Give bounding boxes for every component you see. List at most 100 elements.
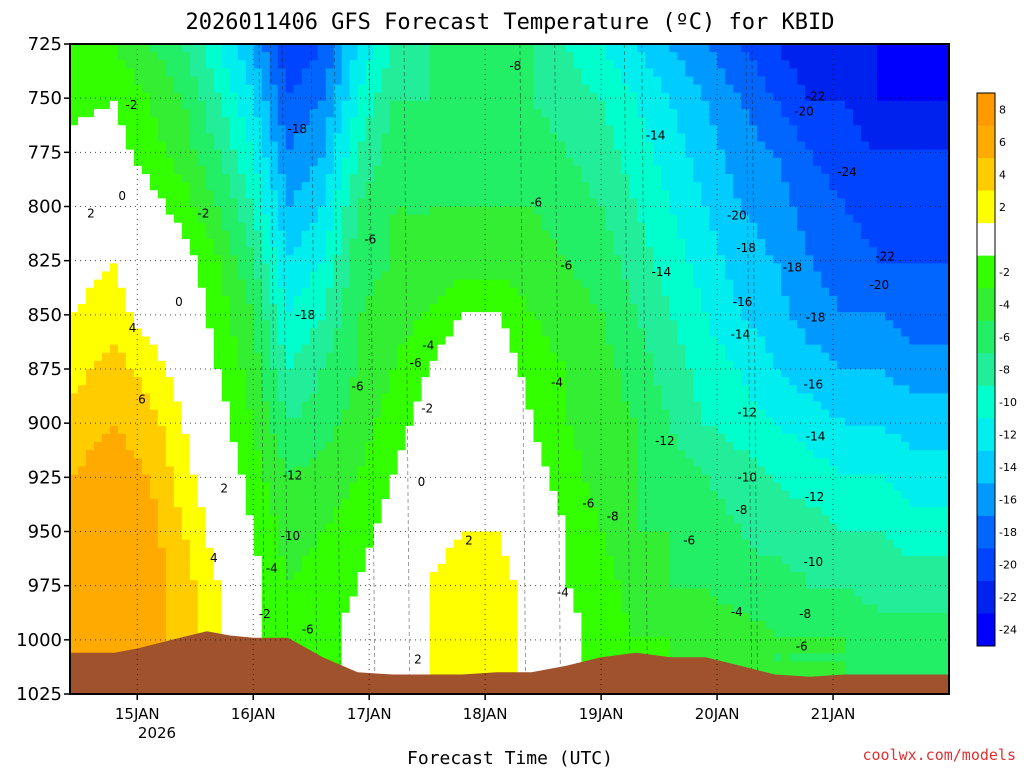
field-cell [437, 141, 447, 151]
field-cell [70, 149, 79, 159]
field-cell [645, 84, 654, 94]
field-cell [925, 141, 934, 151]
field-cell [365, 295, 375, 305]
field-cell [285, 263, 295, 273]
field-cell [701, 295, 710, 305]
field-cell [469, 393, 479, 403]
field-cell [85, 304, 95, 313]
field-cell [221, 247, 231, 256]
field-cell [901, 190, 910, 199]
field-cell [381, 320, 391, 329]
field-cell [845, 117, 854, 126]
field-cell [749, 369, 758, 378]
field-cell [773, 92, 782, 102]
field-cell [485, 206, 495, 216]
field-cell [797, 393, 806, 403]
field-cell [741, 190, 750, 199]
field-cell [253, 141, 263, 151]
field-cell [405, 133, 415, 143]
field-cell [821, 44, 830, 53]
field-cell [677, 344, 686, 354]
field-cell [157, 320, 167, 329]
field-cell [109, 409, 119, 419]
field-cell [165, 239, 175, 248]
field-cell [645, 214, 654, 224]
field-cell [381, 377, 391, 386]
field-cell [693, 174, 702, 183]
field-cell [861, 141, 870, 151]
field-cell [469, 255, 479, 264]
field-cell [637, 100, 646, 110]
field-cell [589, 320, 598, 329]
field-cell [741, 125, 750, 134]
field-cell [877, 401, 886, 411]
field-cell [173, 352, 183, 362]
field-cell [901, 247, 910, 256]
field-cell [821, 320, 830, 329]
field-cell [821, 369, 830, 378]
field-cell [141, 100, 151, 110]
field-cell [789, 214, 798, 224]
field-cell [165, 84, 175, 94]
field-cell [829, 149, 838, 159]
field-cell [637, 109, 646, 118]
field-cell [533, 344, 543, 354]
field-cell [533, 312, 543, 321]
field-cell [685, 279, 694, 289]
field-cell [621, 109, 630, 118]
field-cell [573, 214, 583, 224]
field-cell [70, 320, 79, 329]
field-cell [117, 109, 127, 118]
field-cell [925, 369, 934, 378]
field-cell [717, 385, 726, 394]
field-cell [597, 360, 606, 370]
field-cell [245, 255, 255, 264]
field-cell [805, 360, 814, 370]
field-cell [285, 344, 295, 354]
field-cell [501, 328, 511, 338]
field-cell [469, 304, 479, 313]
field-cell [405, 100, 415, 110]
field-cell [485, 247, 495, 256]
field-cell [741, 133, 750, 143]
field-cell [261, 239, 271, 248]
field-cell [845, 125, 854, 134]
field-cell [933, 109, 942, 118]
field-cell [813, 304, 822, 313]
field-cell [925, 263, 934, 273]
field-cell [389, 141, 399, 151]
field-cell [85, 60, 95, 69]
field-cell [717, 117, 726, 126]
field-cell [677, 352, 686, 362]
field-cell [381, 263, 391, 273]
field-cell [797, 222, 806, 232]
field-cell [173, 263, 183, 273]
field-cell [469, 360, 479, 370]
field-cell [821, 360, 830, 370]
field-cell [469, 263, 479, 273]
field-cell [405, 328, 415, 338]
field-cell [309, 360, 319, 370]
field-cell [125, 304, 135, 313]
field-cell [293, 369, 303, 378]
field-cell [373, 214, 383, 224]
field-cell [253, 239, 263, 248]
field-cell [293, 92, 303, 102]
field-cell [797, 255, 806, 264]
field-cell [429, 336, 439, 346]
field-cell [653, 157, 662, 167]
field-cell [445, 385, 455, 394]
field-cell [701, 304, 710, 313]
field-cell [693, 295, 702, 305]
field-cell [421, 320, 431, 329]
field-cell [485, 295, 495, 305]
field-cell [653, 190, 662, 199]
field-cell [893, 336, 902, 346]
field-cell [181, 344, 191, 354]
field-cell [165, 328, 175, 338]
field-cell [141, 401, 151, 411]
field-cell [533, 255, 543, 264]
field-cell [349, 287, 359, 297]
field-cell [237, 182, 247, 191]
field-cell [221, 222, 231, 232]
